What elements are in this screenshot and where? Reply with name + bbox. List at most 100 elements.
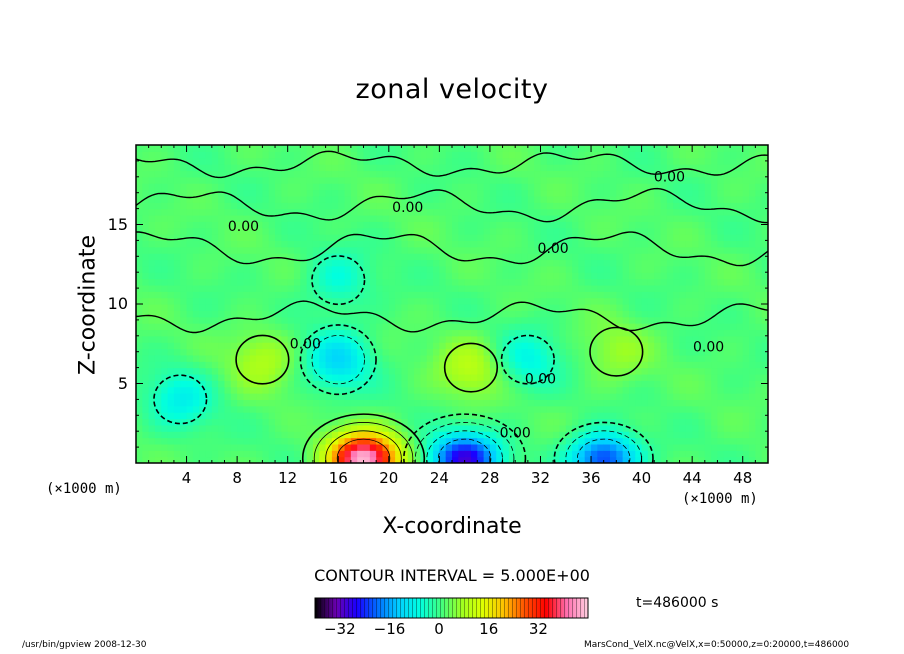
field-cell <box>534 170 542 178</box>
field-cell <box>433 253 440 261</box>
field-cell <box>218 164 226 172</box>
field-cell <box>205 431 213 439</box>
field-cell <box>338 361 346 369</box>
field-cell <box>628 253 636 261</box>
field-cell <box>262 373 270 381</box>
field-cell <box>186 221 194 229</box>
field-cell <box>369 373 377 381</box>
field-cell <box>730 354 737 362</box>
field-cell <box>553 157 561 165</box>
field-cell <box>312 259 320 267</box>
field-cell <box>635 253 643 261</box>
field-cell <box>521 170 529 178</box>
field-cell <box>711 386 719 394</box>
field-cell <box>603 361 611 369</box>
field-cell <box>376 195 384 203</box>
field-cell <box>243 412 251 420</box>
field-cell <box>331 202 339 210</box>
field-cell <box>211 431 219 439</box>
field-cell <box>761 208 768 216</box>
field-cell <box>319 399 327 407</box>
field-cell <box>597 253 605 261</box>
field-cell <box>546 176 554 184</box>
field-cell <box>395 259 403 267</box>
field-cell <box>749 348 756 356</box>
field-cell <box>559 380 567 388</box>
field-cell <box>654 164 662 172</box>
field-cell <box>749 259 756 267</box>
field-cell <box>559 424 567 432</box>
field-cell <box>452 393 459 400</box>
field-cell <box>477 164 485 172</box>
field-cell <box>186 405 194 413</box>
field-cell <box>192 240 200 248</box>
field-cell <box>281 214 289 222</box>
field-cell <box>401 431 409 439</box>
field-cell <box>167 443 175 451</box>
field-cell <box>502 405 510 413</box>
field-cell <box>502 361 510 369</box>
field-cell <box>300 456 308 463</box>
field-cell <box>439 297 447 305</box>
field-cell <box>761 272 768 280</box>
field-cell <box>470 253 478 261</box>
field-cell <box>540 202 548 210</box>
field-cell <box>584 214 592 222</box>
field-cell <box>287 405 295 413</box>
field-cell <box>395 278 403 286</box>
field-cell <box>654 234 662 241</box>
field-cell <box>496 183 504 191</box>
field-cell <box>660 393 668 400</box>
field-cell <box>508 380 516 388</box>
field-cell <box>439 246 447 254</box>
field-cell <box>243 221 251 229</box>
field-cell <box>325 284 333 292</box>
field-cell <box>559 361 567 369</box>
field-cell <box>407 227 415 235</box>
field-cell <box>319 310 327 318</box>
field-cell <box>211 145 219 152</box>
field-cell <box>647 272 655 280</box>
field-cell <box>363 412 371 420</box>
field-cell <box>395 399 403 407</box>
field-cell <box>205 284 213 292</box>
field-cell <box>306 278 314 286</box>
field-cell <box>319 329 327 337</box>
field-cell <box>470 240 478 248</box>
field-cell <box>704 221 712 229</box>
field-cell <box>262 361 270 369</box>
field-cell <box>622 272 630 280</box>
field-cell <box>622 450 630 458</box>
field-cell <box>414 405 421 413</box>
field-cell <box>268 253 276 261</box>
field-cell <box>439 189 447 197</box>
field-cell <box>546 164 554 172</box>
field-cell <box>382 221 390 229</box>
field-cell <box>584 399 592 407</box>
field-cell <box>736 418 744 426</box>
field-cell <box>742 208 750 216</box>
field-cell <box>433 456 440 463</box>
field-cell <box>489 450 497 458</box>
field-cell <box>698 183 706 191</box>
field-cell <box>414 310 421 318</box>
field-cell <box>414 214 421 222</box>
field-cell <box>603 189 611 197</box>
field-cell <box>180 221 188 229</box>
field-cell <box>262 424 270 432</box>
field-cell <box>660 373 668 381</box>
field-cell <box>262 412 270 420</box>
field-cell <box>610 195 617 203</box>
field-cell <box>502 456 510 463</box>
field-cell <box>224 157 232 165</box>
field-cell <box>306 272 314 280</box>
field-cell <box>572 393 579 400</box>
field-cell <box>572 450 579 458</box>
field-cell <box>483 437 491 445</box>
field-cell <box>578 246 586 254</box>
field-cell <box>452 431 459 439</box>
field-cell <box>666 227 674 235</box>
field-cell <box>249 443 257 451</box>
field-cell <box>464 367 472 375</box>
field-cell <box>616 329 624 337</box>
